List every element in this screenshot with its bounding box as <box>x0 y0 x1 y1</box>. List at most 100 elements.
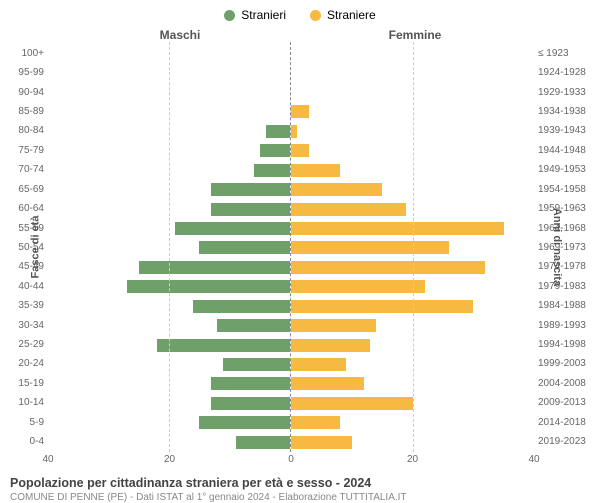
y-labels-birth: ≤ 1923 1924-1928 1929-1933 1934-1938 1939-19… <box>534 42 600 452</box>
age-label: 85-89 <box>0 107 48 117</box>
bar-female <box>291 377 364 390</box>
birth-label: 2019-2023 <box>534 437 600 447</box>
birth-label: 2014-2018 <box>534 418 600 428</box>
x-tick: 40 <box>42 454 53 465</box>
chart-title: Popolazione per cittadinanza straniera p… <box>10 476 590 490</box>
footer: Popolazione per cittadinanza straniera p… <box>0 468 600 503</box>
chart-container: Stranieri Straniere Maschi Femmine Fasce… <box>0 0 600 500</box>
legend-item-female: Straniere <box>310 8 376 22</box>
bar-male <box>127 280 290 293</box>
birth-label: 2004-2008 <box>534 379 600 389</box>
bar-male <box>199 416 290 429</box>
bar-female <box>291 416 340 429</box>
bar-female <box>291 319 376 332</box>
birth-label: 1969-1973 <box>534 243 600 253</box>
bar-male <box>193 300 290 313</box>
birth-label: 1964-1968 <box>534 224 600 234</box>
bar-female <box>291 397 413 410</box>
bar-female <box>291 241 449 254</box>
legend-label-female: Straniere <box>327 8 376 22</box>
birth-label: 1959-1963 <box>534 204 600 214</box>
birth-label: 1954-1958 <box>534 185 600 195</box>
header-female: Femmine <box>300 28 600 42</box>
column-headers: Maschi Femmine <box>0 28 600 42</box>
bar-female <box>291 436 352 449</box>
age-label: 10-14 <box>0 398 48 408</box>
bar-female <box>291 358 346 371</box>
plot <box>48 42 534 452</box>
x-axis: 402002040 <box>0 454 600 468</box>
bar-male <box>157 339 290 352</box>
birth-label: ≤ 1923 <box>534 49 600 59</box>
age-label: 70-74 <box>0 165 48 175</box>
birth-label: 1999-2003 <box>534 359 600 369</box>
bar-male <box>217 319 290 332</box>
bar-male <box>260 144 290 157</box>
grid-line <box>413 42 414 452</box>
bar-female <box>291 203 406 216</box>
birth-label: 1929-1933 <box>534 88 600 98</box>
legend-swatch-female <box>310 10 321 21</box>
plot-area: Fasce di età Anni di nascita 100+95-9990… <box>0 42 600 452</box>
bars-male <box>48 42 291 452</box>
bar-male <box>175 222 290 235</box>
x-tick: 20 <box>164 454 175 465</box>
age-label: 75-79 <box>0 146 48 156</box>
age-label: 90-94 <box>0 88 48 98</box>
age-label: 100+ <box>0 49 48 59</box>
birth-label: 2009-2013 <box>534 398 600 408</box>
bars-female <box>291 42 534 452</box>
age-label: 15-19 <box>0 379 48 389</box>
birth-label: 1939-1943 <box>534 126 600 136</box>
age-label: 40-44 <box>0 282 48 292</box>
birth-label: 1984-1988 <box>534 301 600 311</box>
age-label: 30-34 <box>0 321 48 331</box>
age-label: 25-29 <box>0 340 48 350</box>
age-label: 20-24 <box>0 359 48 369</box>
bar-female <box>291 125 297 138</box>
y-axis-left-title: Fasce di età <box>29 216 41 279</box>
bar-female <box>291 183 382 196</box>
birth-label: 1994-1998 <box>534 340 600 350</box>
header-male: Maschi <box>0 28 300 42</box>
birth-label: 1934-1938 <box>534 107 600 117</box>
age-label: 80-84 <box>0 126 48 136</box>
chart-subtitle: COMUNE DI PENNE (PE) - Dati ISTAT al 1° … <box>10 492 590 503</box>
bar-male <box>211 183 290 196</box>
birth-label: 1924-1928 <box>534 68 600 78</box>
bar-female <box>291 164 340 177</box>
grid-line <box>169 42 170 452</box>
age-label: 0-4 <box>0 437 48 447</box>
legend: Stranieri Straniere <box>0 8 600 22</box>
bar-male <box>199 241 290 254</box>
bar-male <box>211 397 290 410</box>
bar-male <box>266 125 290 138</box>
legend-swatch-male <box>224 10 235 21</box>
bar-female <box>291 300 473 313</box>
bar-male <box>211 203 290 216</box>
bar-female <box>291 222 504 235</box>
x-tick: 0 <box>288 454 294 465</box>
birth-label: 1949-1953 <box>534 165 600 175</box>
bar-male <box>223 358 290 371</box>
bar-female <box>291 144 309 157</box>
x-ticks: 402002040 <box>48 454 534 468</box>
birth-label: 1974-1978 <box>534 262 600 272</box>
legend-label-male: Stranieri <box>241 8 286 22</box>
age-label: 60-64 <box>0 204 48 214</box>
bar-male <box>236 436 290 449</box>
bar-female <box>291 105 309 118</box>
birth-label: 1989-1993 <box>534 321 600 331</box>
birth-label: 1979-1983 <box>534 282 600 292</box>
legend-item-male: Stranieri <box>224 8 286 22</box>
bar-male <box>211 377 290 390</box>
birth-label: 1944-1948 <box>534 146 600 156</box>
age-label: 65-69 <box>0 185 48 195</box>
age-label: 35-39 <box>0 301 48 311</box>
x-tick: 20 <box>407 454 418 465</box>
bar-female <box>291 339 370 352</box>
bar-male <box>139 261 290 274</box>
age-label: 95-99 <box>0 68 48 78</box>
bar-male <box>254 164 290 177</box>
bar-female <box>291 280 425 293</box>
